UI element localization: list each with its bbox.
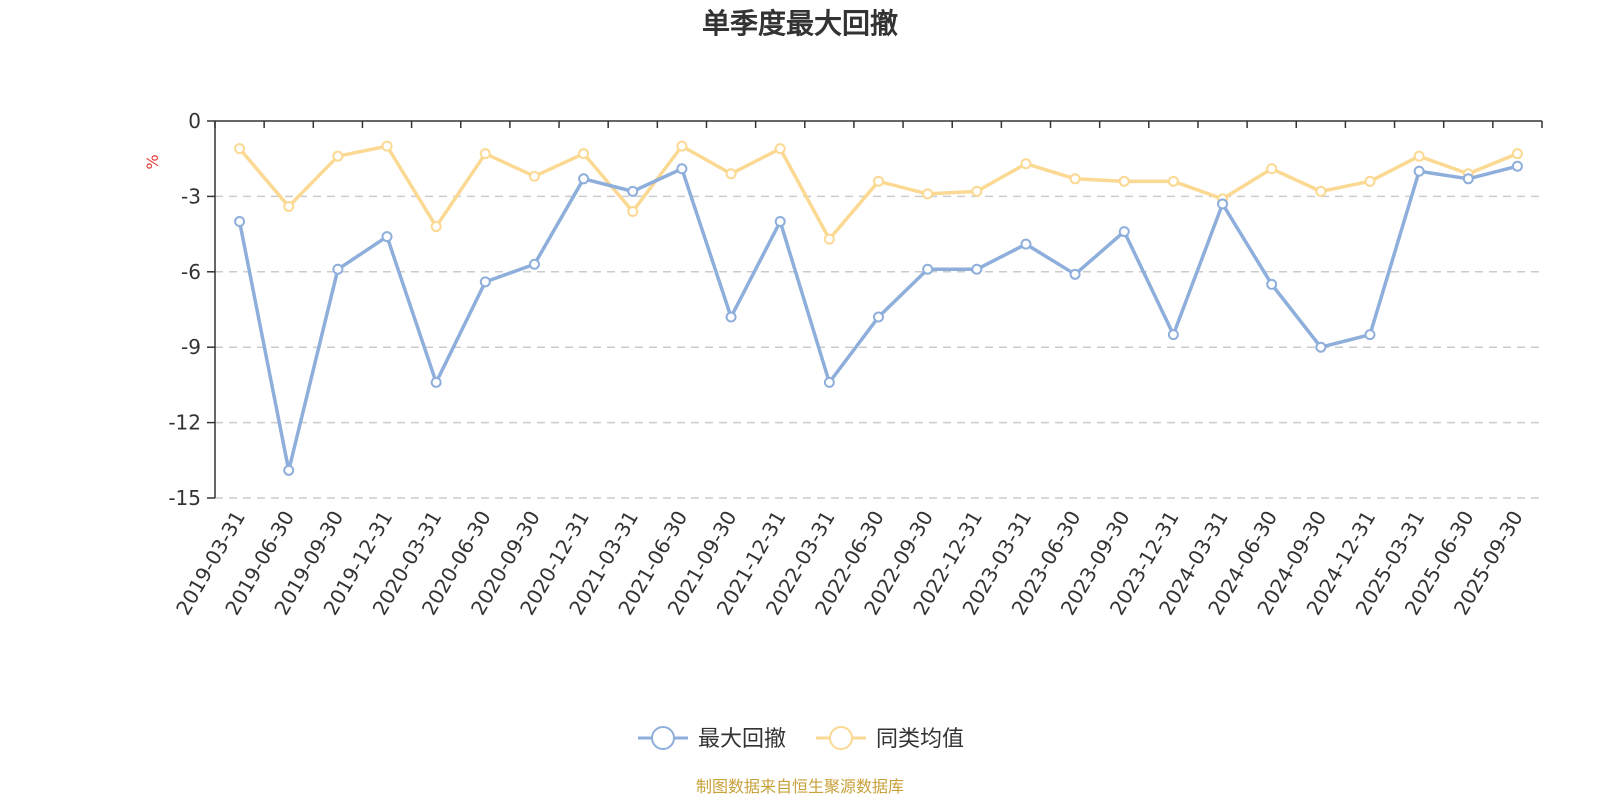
data-point[interactable] (430, 376, 442, 388)
data-point[interactable] (922, 188, 934, 200)
data-point[interactable] (381, 140, 393, 152)
data-point[interactable] (1069, 173, 1081, 185)
data-point[interactable] (1315, 185, 1327, 197)
data-point[interactable] (1118, 226, 1130, 238)
legend-marker (829, 726, 853, 750)
data-point[interactable] (479, 276, 491, 288)
y-tick-label: -12 (168, 411, 201, 435)
data-point[interactable] (528, 258, 540, 270)
y-tick-label: -6 (181, 260, 201, 284)
series-0 (234, 160, 1523, 476)
data-point[interactable] (1118, 175, 1130, 187)
axes (214, 120, 1542, 498)
y-axis-unit-label: % (143, 154, 162, 169)
data-point[interactable] (1413, 165, 1425, 177)
data-point[interactable] (1511, 160, 1523, 172)
data-point[interactable] (1167, 175, 1179, 187)
data-point[interactable] (676, 163, 688, 175)
data-point[interactable] (283, 464, 295, 476)
legend-item-1[interactable]: 同类均值 (816, 726, 964, 752)
data-point[interactable] (1266, 278, 1278, 290)
data-point[interactable] (1364, 175, 1376, 187)
data-point[interactable] (823, 233, 835, 245)
data-point[interactable] (873, 311, 884, 323)
data-point[interactable] (234, 143, 246, 155)
y-tick-label: -3 (181, 184, 201, 208)
data-point[interactable] (971, 263, 983, 275)
data-point[interactable] (578, 173, 590, 185)
y-axis-ticks: 0 -3 -6 -9 -12 -15 (168, 109, 215, 510)
data-point[interactable] (774, 216, 786, 228)
data-point[interactable] (430, 221, 442, 233)
data-point[interactable] (971, 185, 983, 197)
legend-label: 同类均值 (876, 727, 964, 752)
source-note: 制图数据来自恒生聚源数据库 (696, 777, 904, 796)
legend-marker (651, 726, 675, 750)
data-point[interactable] (1462, 173, 1474, 185)
data-point[interactable] (1020, 158, 1032, 170)
grid-lines (215, 195, 1542, 499)
y-tick-label: -9 (181, 335, 201, 359)
data-point[interactable] (823, 376, 835, 388)
data-point[interactable] (873, 175, 884, 187)
data-point[interactable] (1511, 148, 1523, 160)
data-point[interactable] (578, 148, 590, 160)
data-point[interactable] (1315, 341, 1327, 353)
data-point[interactable] (627, 205, 639, 217)
y-tick-label: -15 (168, 486, 201, 510)
data-point[interactable] (725, 168, 737, 180)
data-point[interactable] (1069, 268, 1081, 280)
data-point[interactable] (676, 140, 688, 152)
data-point[interactable] (479, 148, 491, 160)
data-point[interactable] (332, 150, 344, 162)
data-point[interactable] (1020, 238, 1032, 250)
y-tick-label: 0 (188, 109, 201, 133)
data-point[interactable] (234, 216, 246, 228)
legend[interactable]: 最大回撤 同类均值 (638, 726, 964, 752)
data-point[interactable] (1266, 163, 1278, 175)
data-point[interactable] (381, 231, 393, 243)
data-point[interactable] (627, 185, 639, 197)
data-point[interactable] (1413, 150, 1425, 162)
data-point[interactable] (774, 143, 786, 155)
data-point[interactable] (1364, 329, 1376, 341)
legend-item-0[interactable]: 最大回撤 (638, 726, 786, 752)
data-point[interactable] (1167, 329, 1179, 341)
data-point[interactable] (1217, 198, 1229, 210)
data-point[interactable] (283, 200, 295, 212)
legend-label: 最大回撤 (698, 727, 786, 752)
data-point[interactable] (528, 170, 540, 182)
series-layer (234, 140, 1523, 476)
data-point[interactable] (725, 311, 737, 323)
data-point[interactable] (922, 263, 934, 275)
series-1 (234, 140, 1523, 245)
data-point[interactable] (332, 263, 344, 275)
chart-title: 单季度最大回撤 (702, 7, 898, 40)
